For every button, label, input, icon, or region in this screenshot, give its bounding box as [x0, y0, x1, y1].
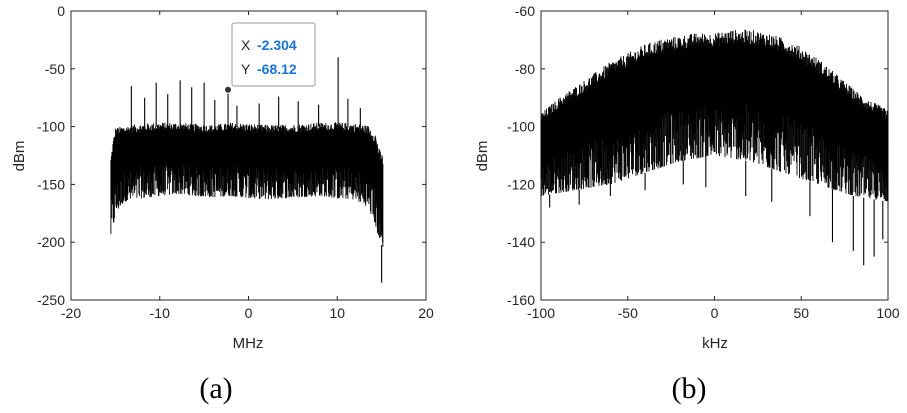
y-tick-label-b: -140: [507, 234, 535, 250]
caption-b: (b): [672, 372, 707, 405]
datatip-x-value: -2.304: [257, 37, 297, 53]
chart-a: -20 -10 0 10 200-50-100-150-200-250 X -2.304…: [11, 3, 434, 405]
x-tick-label-b: -50: [618, 305, 638, 321]
y-tick-label-a: -200: [37, 234, 65, 250]
y-tick-label-b: -160: [507, 292, 535, 308]
y-tick-label-b: -120: [507, 176, 535, 192]
y-tick-label-a: -250: [37, 292, 65, 308]
chart-b: -100 -50 0 50 100-60-80-100-120-140-160 kHz …: [474, 3, 900, 405]
series-band-a: [110, 122, 384, 247]
y-axis-label-b: dBm: [474, 141, 491, 172]
y-tick-label-b: -80: [515, 61, 535, 77]
series-b: [540, 29, 889, 266]
caption-a: (a): [199, 372, 232, 405]
datatip-x-label: X: [241, 37, 251, 53]
datatip-y-label: Y: [241, 61, 251, 77]
x-tick-label-a: 0: [245, 305, 253, 321]
x-tick-label-b: 100: [876, 305, 900, 321]
y-tick-label-a: -50: [45, 61, 65, 77]
x-tick-label-a: 10: [329, 305, 345, 321]
series-a: [110, 57, 384, 283]
ticks-a: -20 -10 0 10 200-50-100-150-200-250: [37, 3, 434, 321]
x-tick-label-b: 0: [711, 305, 719, 321]
y-axis-label-a: dBm: [11, 141, 28, 172]
x-tick-label-a: -20: [61, 305, 81, 321]
x-axis-label-b: kHz: [702, 335, 728, 352]
ticks-b: -100 -50 0 50 100 -60 -80 -100 -120 -140 -160: [507, 3, 900, 321]
datatip-marker[interactable]: [224, 85, 233, 94]
y-tick-label-a: -150: [37, 176, 65, 192]
y-tick-label-b: -100: [507, 119, 535, 135]
y-tick-label-a: -100: [37, 119, 65, 135]
datatip-box: [231, 22, 316, 87]
x-tick-label-a: -10: [150, 305, 170, 321]
y-tick-label-b: -60: [515, 3, 535, 19]
y-tick-label-a: 0: [57, 3, 65, 19]
x-tick-label-a: 20: [418, 305, 434, 321]
series-band-b: [540, 29, 889, 202]
x-tick-label-b: 50: [793, 305, 809, 321]
x-axis-label-a: MHz: [233, 335, 264, 352]
datatip[interactable]: X -2.304 Y -68.12: [231, 22, 316, 87]
datatip-y-value: -68.12: [257, 61, 297, 77]
x-tick-label-b: -100: [527, 305, 555, 321]
